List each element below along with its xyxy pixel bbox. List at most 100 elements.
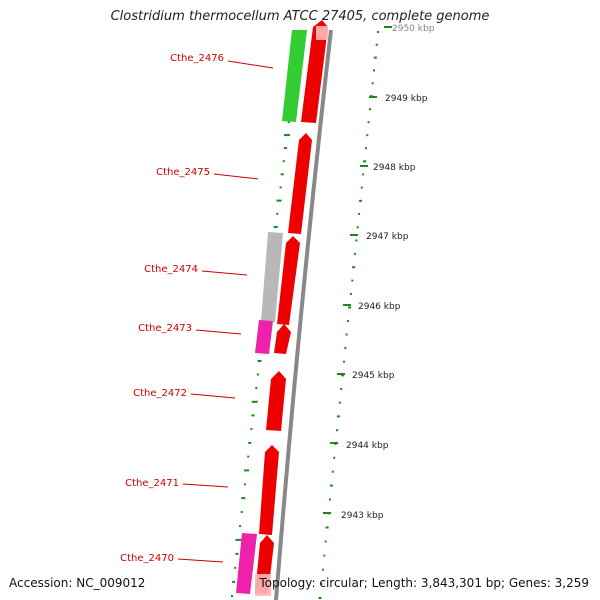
gene-arrow-cthe-2476 [301,20,328,123]
gc-dot [318,597,322,599]
gc-dot [247,455,250,458]
gc-skew-dots-outer [318,31,379,599]
gc-dot [362,173,365,176]
gene-labels: Cthe_2476 Cthe_2475 Cthe_2474 Cthe_2473 … [120,53,274,564]
gene-arrow-cthe-2476-cap [316,26,328,40]
gc-dot [358,213,361,215]
tick-mark [369,96,377,98]
gc-dot [241,497,246,500]
gc-dot [336,429,338,432]
gc-dot [231,595,233,597]
gene-label-cthe-2475: Cthe_2475 [156,167,210,178]
gene-label-cthe-2470: Cthe_2470 [120,553,174,564]
leader-line [177,558,224,563]
tick-mark [360,165,368,167]
gc-dot [352,266,356,269]
gc-dot [351,279,354,282]
tick-mark [330,442,338,444]
leader-line [213,173,259,180]
gene-arrow-cthe-2470-cap [255,574,271,596]
gc-dot [348,306,351,309]
tick-mark [343,304,351,306]
tick-mark [337,373,345,375]
gc-dot [360,186,363,189]
gc-dot [356,226,359,229]
gc-dot [234,566,237,569]
gc-dot [256,373,259,376]
gene-arrow-cthe-2471 [259,445,279,535]
gc-dot [276,212,279,215]
chromosome-backbone [274,29,333,600]
gene-label-cthe-2471: Cthe_2471 [125,478,179,489]
gc-dot [235,552,239,555]
leader-line [227,60,274,69]
gc-dot [338,401,341,404]
gc-dot [340,388,343,390]
gc-dot [324,540,327,543]
map-title: Clostridium thermocellum ATCC 27405, com… [110,9,490,24]
gc-dot [347,320,350,322]
tick-mark [350,234,358,236]
gc-dot [273,226,278,228]
gc-dot [329,484,333,487]
gc-dot [363,160,367,163]
cog-block-grey [261,232,283,322]
cog-block-pink [236,533,257,594]
gc-dot [321,568,324,571]
gc-dot [336,415,340,418]
gc-dot [331,470,334,473]
tick-label: 2948 kbp [373,163,416,173]
topology-text: Topology: circular; Length: 3,843,301 bp… [259,576,589,590]
gc-dot [244,483,246,486]
gc-dot [284,134,290,137]
gc-dot [320,582,323,585]
gc-dot [345,333,348,336]
gc-dot [279,186,282,189]
gc-dot [373,69,375,72]
gc-dot [371,82,374,85]
cog-lane [236,30,307,594]
gc-dot [354,252,356,255]
leader-line [190,393,236,399]
gc-dot [280,173,284,176]
gc-dot [369,108,371,111]
accession-text: Accession: NC_009012 [9,576,146,590]
cds-lane [255,20,328,596]
gc-dot [333,456,336,459]
gc-dot [325,526,329,529]
gc-dot [377,31,379,33]
tick-label: 2944 kbp [346,441,389,451]
position-ticks: 2950 kbp 2949 kbp 2948 kbp 2947 kbp 2946… [323,24,435,521]
gc-dot [343,360,345,363]
gc-dot [282,160,285,163]
gc-dot [244,469,250,472]
gene-label-cthe-2476: Cthe_2476 [170,53,224,64]
gc-dot [239,524,242,527]
gene-arrow-cthe-2475 [288,133,312,234]
gc-dot [328,498,331,501]
gc-dot [235,538,242,541]
gene-label-cthe-2472: Cthe_2472 [133,388,187,399]
gc-dot [287,121,290,124]
gc-dot [255,387,258,390]
gc-dot [344,347,347,350]
gene-arrow-cthe-2474 [277,236,300,325]
tick-label: 2946 kbp [358,302,401,312]
tick-label: 2950 kbp [392,24,435,34]
cog-block-green [282,30,307,122]
gc-dot [283,147,287,150]
gene-label-cthe-2474: Cthe_2474 [144,264,198,275]
gc-dot [366,134,369,137]
gc-dot [375,43,378,46]
gc-dot [349,293,352,295]
leader-line [182,483,229,488]
tick-label: 2943 kbp [341,511,384,521]
gc-dot [341,374,345,377]
gc-dot [276,199,282,202]
gc-dot [250,428,253,431]
tick-mark [384,26,392,28]
gc-dot [373,56,377,59]
gc-dot [364,147,367,150]
gc-dot [248,441,252,444]
